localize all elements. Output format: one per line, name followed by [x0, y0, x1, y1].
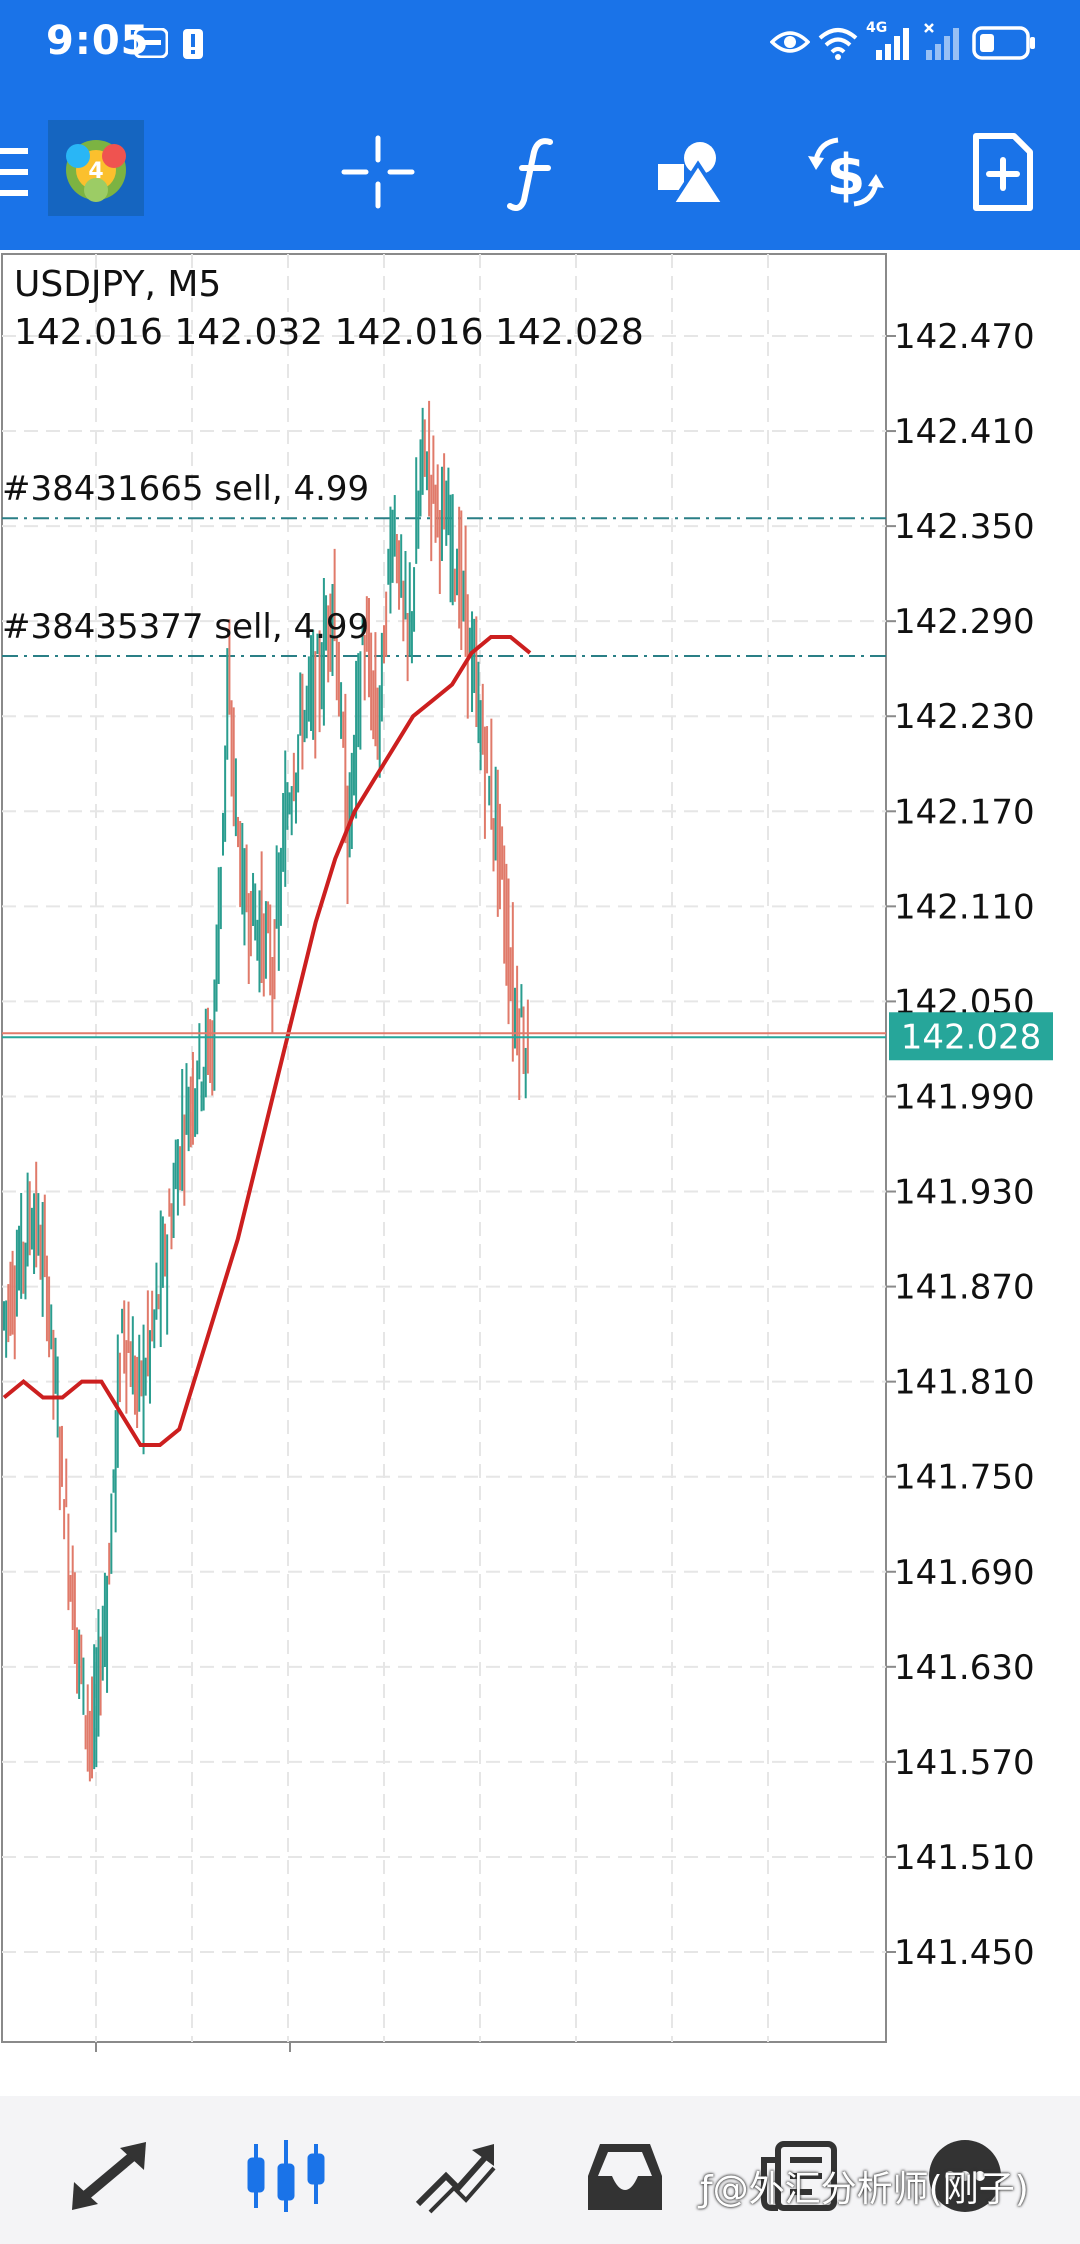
y-tick-label: 141.990 [894, 1077, 1035, 1117]
plot-frame [1, 253, 887, 2043]
trade-button[interactable]: $ [804, 130, 888, 214]
y-tick-label: 142.350 [894, 507, 1035, 547]
objects-button[interactable] [648, 130, 732, 214]
toolbar: 4 $ [0, 90, 1080, 250]
y-tick-label: 142.410 [894, 412, 1035, 452]
y-tick-label: 141.690 [894, 1553, 1035, 1593]
current-price-tag [889, 1012, 1053, 1061]
indicators-button[interactable] [492, 130, 576, 214]
nav-trade[interactable] [410, 2136, 500, 2216]
dollar-arrows-icon: $ [808, 137, 884, 208]
nav-history[interactable] [580, 2136, 670, 2216]
nav-quotes[interactable] [64, 2136, 154, 2216]
y-tick-label: 142.170 [894, 792, 1035, 832]
ohlc-label: 142.016 142.032 142.016 142.028 [14, 312, 644, 353]
quotes-arrows-icon [72, 2142, 146, 2210]
crosshair-button[interactable] [336, 130, 420, 214]
y-tick-label: 141.450 [894, 1933, 1035, 1973]
signal-4g-icon [876, 28, 909, 60]
nav-news[interactable] [756, 2136, 846, 2216]
y-tick-label: 141.870 [894, 1268, 1035, 1308]
time-axis: 7 Aug 01:20 7 Aug 09:20 [2, 2042, 498, 2052]
order-label-2: #38435377 sell, 4.99 [2, 607, 369, 647]
trend-icon [415, 2144, 496, 2214]
news-icon [761, 2141, 837, 2211]
y-tick-label: 141.930 [894, 1173, 1035, 1213]
svg-text:4: 4 [88, 159, 103, 184]
candlestick-icon [247, 2140, 325, 2212]
new-document-icon [973, 133, 1033, 211]
crosshair-icon [341, 135, 415, 209]
status-bar: 9:05 4G [0, 0, 1080, 90]
more-icon [929, 2140, 1001, 2212]
status-time: 9:05 [46, 18, 150, 64]
nav-settings[interactable] [920, 2136, 1010, 2216]
alert-icon [183, 29, 203, 59]
bottom-navigation [0, 2096, 1080, 2244]
wifi-icon [818, 28, 858, 60]
y-tick-label: 141.750 [894, 1458, 1035, 1498]
eye-icon [770, 31, 810, 53]
y-tick-label: 141.630 [894, 1648, 1035, 1688]
x-tick-label: 7 Aug 01:20 [2, 2051, 210, 2052]
watermark: ƒ@外汇分析师(刚子) [700, 2169, 1029, 2210]
chart-area[interactable]: 142.470 142.410 142.350 142.290 142.230 142.1… [0, 252, 1080, 2052]
y-tick-label: 141.570 [894, 1743, 1035, 1783]
y-tick-label: 142.470 [894, 317, 1035, 357]
moving-average-line [2, 635, 532, 1447]
metatrader-logo-icon[interactable]: 4 [48, 120, 144, 216]
svg-text:$: $ [827, 143, 866, 208]
new-order-button[interactable] [960, 130, 1044, 214]
function-icon [507, 138, 553, 211]
y-tick-label: 141.810 [894, 1363, 1035, 1403]
inbox-icon [588, 2144, 662, 2210]
x-tick-label: 7 Aug 09:20 [290, 2051, 498, 2052]
y-tick-label: 142.110 [894, 887, 1035, 927]
battery-icon [972, 26, 1035, 60]
price-chart[interactable]: 142.470 142.410 142.350 142.290 142.230 142.1… [0, 252, 1080, 2052]
order-label-1: #38431665 sell, 4.99 [2, 469, 369, 509]
y-tick-label: 141.510 [894, 1838, 1035, 1878]
y-tick-label: 142.290 [894, 602, 1035, 642]
menu-icon[interactable] [0, 144, 32, 200]
y-tick-label: 142.230 [894, 697, 1035, 737]
network-type: 4G [866, 20, 888, 36]
nav-chart[interactable] [242, 2136, 332, 2216]
huawei-badge-icon [134, 28, 168, 58]
current-price-label: 142.028 [901, 1017, 1042, 1057]
shapes-icon [658, 142, 728, 206]
price-axis: 142.470 142.410 142.350 142.290 142.230 142.1… [886, 317, 1035, 1973]
signal-no-sim-icon [924, 23, 959, 60]
symbol-label: USDJPY, M5 [14, 264, 221, 305]
